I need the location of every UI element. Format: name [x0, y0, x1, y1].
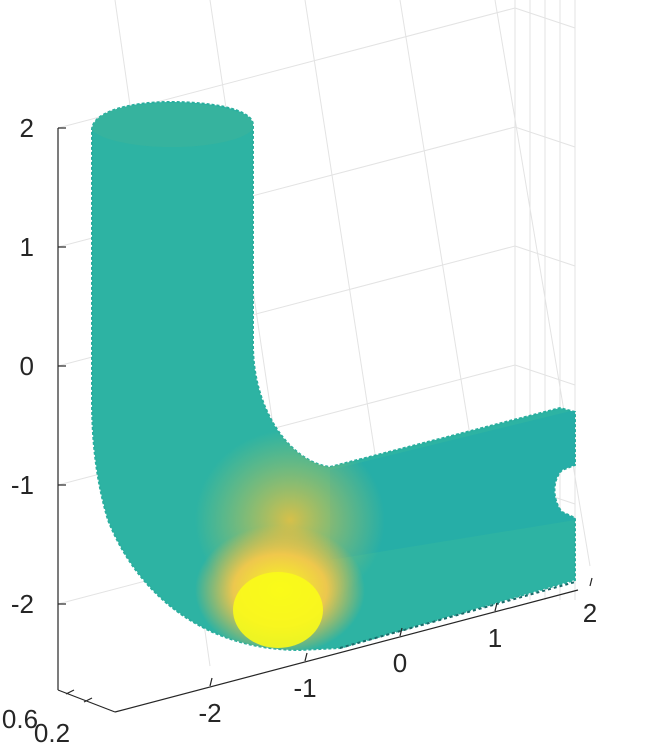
- y-tick: [83, 697, 93, 703]
- x-tick-label: 1: [488, 623, 502, 653]
- y-tick: [65, 689, 75, 695]
- x-tick: [304, 652, 308, 662]
- x-tick: [209, 677, 213, 687]
- pipe-bottom-edge: [339, 581, 576, 649]
- z-tick-label: 0: [20, 351, 34, 381]
- z-tick-label: 2: [20, 113, 34, 143]
- z-tick-label: 1: [20, 232, 34, 262]
- x-tick-label: 0: [393, 648, 407, 678]
- y-tick-label: 0.2: [34, 718, 70, 745]
- z-tick-label: -1: [11, 470, 34, 500]
- y-tick-label: 0.6: [2, 704, 38, 734]
- x-tick-label: -2: [198, 698, 221, 728]
- z-tick-label: -2: [11, 589, 34, 619]
- hot-core: [233, 572, 323, 648]
- grid-line-x: [494, 0, 591, 567]
- horizontal-tube-shade: [330, 410, 575, 560]
- x-tick-label: 2: [583, 598, 597, 628]
- x-tick: [399, 627, 403, 637]
- tick-marks: -2 -1 0 1 2 -2 -1 0 1 2 0.60.2: [2, 113, 597, 745]
- x-axis-line: [114, 589, 579, 713]
- pipe-surface: [91, 100, 576, 652]
- x-tick: [494, 602, 498, 612]
- x-tick: [589, 577, 593, 587]
- x-tick-label: -1: [293, 673, 316, 703]
- pipe-top-cap: [92, 103, 254, 147]
